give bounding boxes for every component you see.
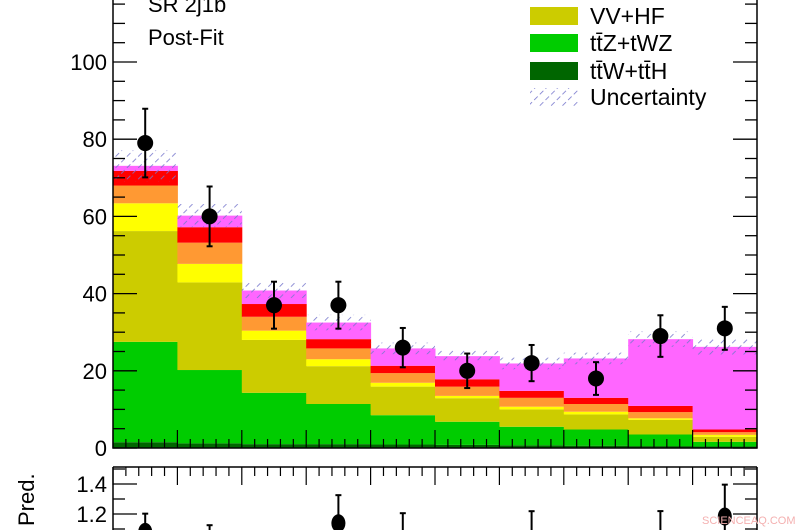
legend-label: VV+HF xyxy=(590,3,665,29)
fit-label: Post-Fit xyxy=(148,25,224,50)
stack-bar-1-bin-2 xyxy=(241,392,307,445)
stack-bar-0-bin-6 xyxy=(499,445,565,448)
stack-bar-2-bin-9 xyxy=(692,436,758,442)
stack-bar-0-bin-7 xyxy=(563,445,629,448)
y-tick-label: 80 xyxy=(83,127,107,152)
stack-bar-3-bin-4 xyxy=(370,382,436,387)
stack-bar-4-bin-8 xyxy=(628,412,694,419)
stack-bar-2-bin-0 xyxy=(113,231,178,342)
stack-bar-3-bin-2 xyxy=(241,330,307,340)
stack-bar-3-bin-0 xyxy=(113,203,178,232)
data-point xyxy=(266,297,282,314)
ratio-y-axis-label: Pred. xyxy=(14,473,39,526)
stack-bar-3-bin-9 xyxy=(692,434,758,437)
stack-bar-3-bin-5 xyxy=(435,395,500,399)
stack-bar-5-bin-9 xyxy=(692,429,758,433)
stack-bar-0-bin-8 xyxy=(628,446,694,448)
watermark: SCIENCEAQ.COM xyxy=(702,515,796,527)
data-point xyxy=(201,208,218,225)
stack-bar-3-bin-7 xyxy=(563,411,629,415)
y-tick-label: 0 xyxy=(95,436,107,461)
stack-bar-5-bin-7 xyxy=(563,397,629,404)
ratio-point xyxy=(331,514,346,530)
y-tick-label: 20 xyxy=(83,359,107,384)
region-label: SR 2j1b xyxy=(148,0,226,17)
data-point xyxy=(459,362,476,379)
stack-bar-4-bin-4 xyxy=(370,373,436,383)
stack-bar-1-bin-3 xyxy=(306,403,372,445)
stack-bar-2-bin-3 xyxy=(306,366,372,404)
stack-bar-1-bin-5 xyxy=(435,421,500,445)
legend-swatch xyxy=(530,88,578,106)
ratio-y-tick-label: 1.4 xyxy=(76,472,107,497)
ratio-y-tick-label: 1.2 xyxy=(76,502,107,527)
stack-bar-2-bin-1 xyxy=(177,282,243,371)
y-tick-label: 60 xyxy=(83,204,107,229)
legend-swatch xyxy=(530,62,578,80)
stack-bar-1-bin-8 xyxy=(628,434,694,447)
stack-bar-4-bin-5 xyxy=(435,386,500,396)
stack-bar-2-bin-8 xyxy=(628,419,694,435)
stack-bar-0-bin-1 xyxy=(177,443,243,448)
stack-bar-4-bin-3 xyxy=(306,348,372,360)
y-tick-label: 40 xyxy=(83,282,107,307)
stack-bar-3-bin-3 xyxy=(306,359,372,367)
stack-bar-4-bin-6 xyxy=(499,397,565,407)
stack-bar-0-bin-4 xyxy=(370,444,436,448)
data-point xyxy=(588,370,604,387)
stack-bar-2-bin-6 xyxy=(499,409,565,427)
stack-bar-5-bin-8 xyxy=(628,405,694,413)
stack-bar-0-bin-9 xyxy=(692,446,758,448)
stack-bar-1-bin-9 xyxy=(692,441,758,447)
stack-bar-2-bin-4 xyxy=(370,386,436,416)
data-point xyxy=(523,355,540,372)
ratio-point xyxy=(717,507,732,526)
stack-bar-1-bin-7 xyxy=(563,429,629,446)
data-point xyxy=(394,339,411,356)
legend-label: tt̄Z+tWZ xyxy=(590,30,672,56)
stack-bar-4-bin-0 xyxy=(113,185,178,204)
stack-bar-5-bin-6 xyxy=(499,390,565,398)
stack-bar-1-bin-4 xyxy=(370,415,436,445)
stack-bar-0-bin-2 xyxy=(241,444,307,448)
stack-bar-4-bin-9 xyxy=(692,432,758,435)
stack-bar-5-bin-4 xyxy=(370,365,436,374)
stack-bar-2-bin-2 xyxy=(241,339,307,393)
legend-label: tt̄W+tt̄H xyxy=(590,58,667,84)
data-point xyxy=(137,135,154,152)
legend-swatch xyxy=(530,7,578,25)
stack-bar-1-bin-0 xyxy=(113,341,178,443)
ratio-point xyxy=(138,522,153,530)
data-point xyxy=(652,328,669,345)
stack-bar-4-bin-1 xyxy=(177,242,243,264)
stack-bar-1-bin-6 xyxy=(499,426,565,446)
stack-bar-1-bin-1 xyxy=(177,370,243,444)
legend-swatch xyxy=(530,34,578,52)
stack-bar-6-bin-9 xyxy=(692,346,758,430)
stack-bar-3-bin-8 xyxy=(628,418,694,420)
stack-bar-4-bin-7 xyxy=(563,403,629,412)
legend-label: Uncertainty xyxy=(590,84,707,110)
stack-bar-0-bin-3 xyxy=(306,444,372,448)
uncertainty-band-bin-7 xyxy=(563,352,629,365)
stack-bar-5-bin-3 xyxy=(306,339,372,349)
data-point xyxy=(330,297,347,314)
stack-bar-2-bin-7 xyxy=(563,414,629,430)
stack-bar-0-bin-0 xyxy=(113,442,178,448)
y-tick-label: 100 xyxy=(70,50,107,75)
stack-bar-0-bin-5 xyxy=(435,444,500,448)
stack-bar-3-bin-6 xyxy=(499,406,565,410)
stack-bar-3-bin-1 xyxy=(177,263,243,283)
stack-bar-2-bin-5 xyxy=(435,398,500,422)
data-point xyxy=(716,320,733,337)
